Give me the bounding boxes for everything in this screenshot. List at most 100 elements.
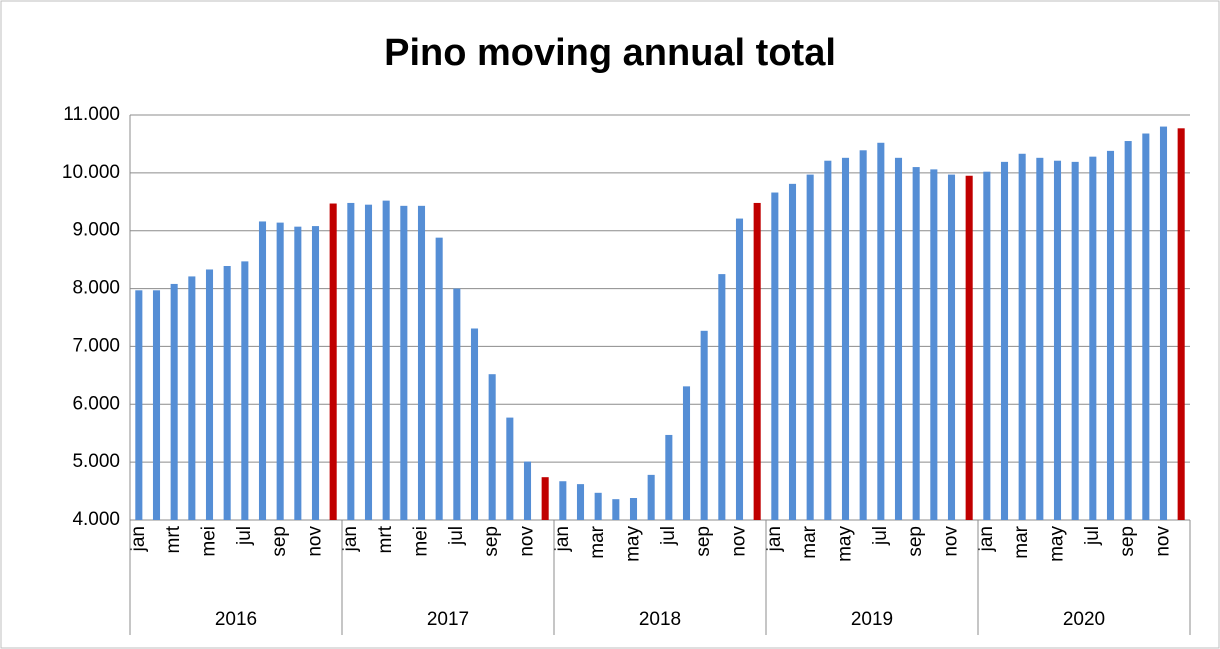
bar <box>152 290 161 520</box>
bar <box>170 283 178 520</box>
bar <box>594 492 602 520</box>
bar <box>612 499 620 520</box>
bar <box>329 203 337 520</box>
bar <box>788 183 797 520</box>
bar <box>523 461 532 520</box>
x-tick-label: mar <box>1011 525 1032 558</box>
bar <box>753 202 761 520</box>
bar <box>824 160 832 520</box>
x-tick-label: may <box>1047 526 1068 562</box>
group-label: 2018 <box>639 609 681 630</box>
group-label: 2019 <box>851 609 893 630</box>
chart-title: Pino moving annual total <box>384 32 836 74</box>
bar <box>1000 161 1009 520</box>
bar <box>912 167 920 521</box>
group-label: 2017 <box>427 609 469 630</box>
y-tick-label: 7.000 <box>72 335 120 356</box>
bar <box>859 150 867 521</box>
bar <box>877 142 885 520</box>
bar <box>382 200 390 520</box>
bar <box>276 222 284 520</box>
bar <box>488 374 496 520</box>
x-tick-label: may <box>835 526 856 562</box>
x-tick-label: jul <box>658 526 679 546</box>
bar <box>806 174 814 521</box>
bar <box>735 218 744 521</box>
bar <box>258 221 267 520</box>
x-tick-label: jul <box>234 526 255 546</box>
y-tick-label: 5.000 <box>72 451 120 472</box>
x-tick-label: sep <box>481 526 502 557</box>
bar <box>506 417 514 520</box>
y-tick-label: 9.000 <box>72 220 120 241</box>
bar <box>983 171 991 520</box>
bar <box>364 204 373 520</box>
bar <box>541 477 549 520</box>
y-tick-label: 10.000 <box>62 162 120 183</box>
bar <box>1106 150 1115 520</box>
bar <box>1124 141 1132 521</box>
bar <box>665 434 673 520</box>
bar <box>470 328 479 520</box>
bar <box>1036 157 1044 521</box>
x-tick-label: jan <box>128 526 149 552</box>
bar <box>894 157 903 521</box>
x-tick-label: sep <box>1117 526 1138 557</box>
bar <box>1177 128 1185 521</box>
y-tick-label: 11.000 <box>63 104 120 125</box>
group-label: 2020 <box>1063 609 1105 630</box>
bar <box>223 266 231 520</box>
x-tick-label: mrt <box>163 525 184 553</box>
bar <box>453 288 461 520</box>
bar <box>629 498 638 520</box>
x-tick-label: jan <box>340 526 361 552</box>
bar <box>647 474 655 520</box>
bar <box>771 192 779 520</box>
x-tick-label: nov <box>517 526 538 557</box>
x-tick-label: sep <box>905 526 926 557</box>
x-tick-label: mei <box>199 526 220 557</box>
x-tick-label: mei <box>411 526 432 557</box>
y-tick-label: 8.000 <box>72 278 120 299</box>
bar <box>435 237 443 520</box>
bar <box>930 169 938 520</box>
bar <box>841 157 850 521</box>
bar <box>700 330 708 520</box>
bar <box>1071 161 1079 520</box>
bar <box>1159 126 1168 521</box>
y-tick-label: 6.000 <box>72 393 120 414</box>
bar <box>576 484 585 520</box>
x-tick-label: sep <box>693 526 714 557</box>
bar <box>965 175 973 520</box>
x-tick-label: sep <box>269 526 290 557</box>
x-tick-label: nov <box>305 526 326 557</box>
bar <box>417 205 426 521</box>
x-tick-label: nov <box>941 526 962 557</box>
x-tick-label: mrt <box>375 525 396 553</box>
bar <box>294 226 302 520</box>
x-tick-label: jul <box>870 526 891 546</box>
x-tick-label: nov <box>729 526 750 557</box>
y-tick-label: 4.000 <box>72 509 120 530</box>
group-label: 2016 <box>215 609 257 630</box>
x-tick-label: jul <box>446 526 467 546</box>
x-tick-label: jul <box>1082 526 1103 546</box>
bar <box>947 174 956 521</box>
bar <box>682 386 691 520</box>
bar <box>241 261 249 520</box>
x-tick-label: jan <box>976 526 997 552</box>
bar <box>1089 156 1097 520</box>
bar <box>400 205 408 521</box>
bar <box>1018 153 1026 520</box>
x-tick-label: may <box>623 526 644 562</box>
x-tick-label: mar <box>799 525 820 558</box>
bar <box>718 274 726 520</box>
bar <box>188 276 196 520</box>
x-tick-label: nov <box>1153 526 1174 557</box>
x-tick-label: jan <box>764 526 785 552</box>
bar <box>311 226 320 521</box>
bar <box>1142 133 1150 520</box>
bar <box>205 269 214 520</box>
